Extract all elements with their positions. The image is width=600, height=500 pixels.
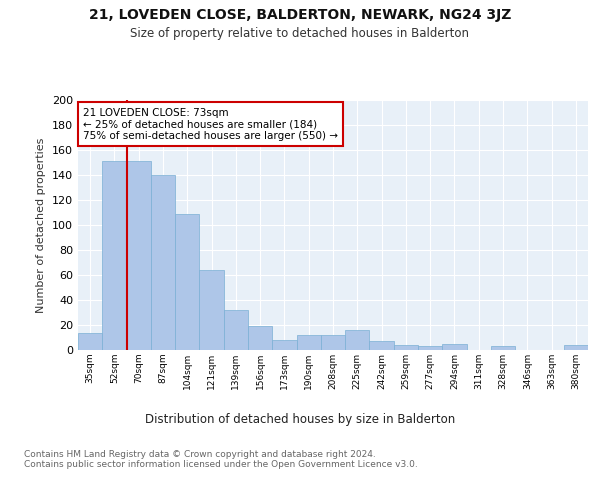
Text: Contains HM Land Registry data © Crown copyright and database right 2024.
Contai: Contains HM Land Registry data © Crown c… xyxy=(24,450,418,469)
Bar xyxy=(224,310,248,350)
Bar xyxy=(370,341,394,350)
Bar xyxy=(151,175,175,350)
Bar xyxy=(248,326,272,350)
Bar xyxy=(564,345,588,350)
Bar xyxy=(296,335,321,350)
Bar xyxy=(175,214,199,350)
Bar xyxy=(102,161,127,350)
Y-axis label: Number of detached properties: Number of detached properties xyxy=(37,138,46,312)
Text: 21 LOVEDEN CLOSE: 73sqm
← 25% of detached houses are smaller (184)
75% of semi-d: 21 LOVEDEN CLOSE: 73sqm ← 25% of detache… xyxy=(83,108,338,140)
Bar xyxy=(321,335,345,350)
Bar xyxy=(394,345,418,350)
Text: Distribution of detached houses by size in Balderton: Distribution of detached houses by size … xyxy=(145,412,455,426)
Bar xyxy=(78,332,102,350)
Bar xyxy=(442,344,467,350)
Bar xyxy=(345,330,370,350)
Bar xyxy=(491,346,515,350)
Bar xyxy=(418,346,442,350)
Text: 21, LOVEDEN CLOSE, BALDERTON, NEWARK, NG24 3JZ: 21, LOVEDEN CLOSE, BALDERTON, NEWARK, NG… xyxy=(89,8,511,22)
Bar xyxy=(199,270,224,350)
Bar xyxy=(127,161,151,350)
Text: Size of property relative to detached houses in Balderton: Size of property relative to detached ho… xyxy=(131,28,470,40)
Bar xyxy=(272,340,296,350)
